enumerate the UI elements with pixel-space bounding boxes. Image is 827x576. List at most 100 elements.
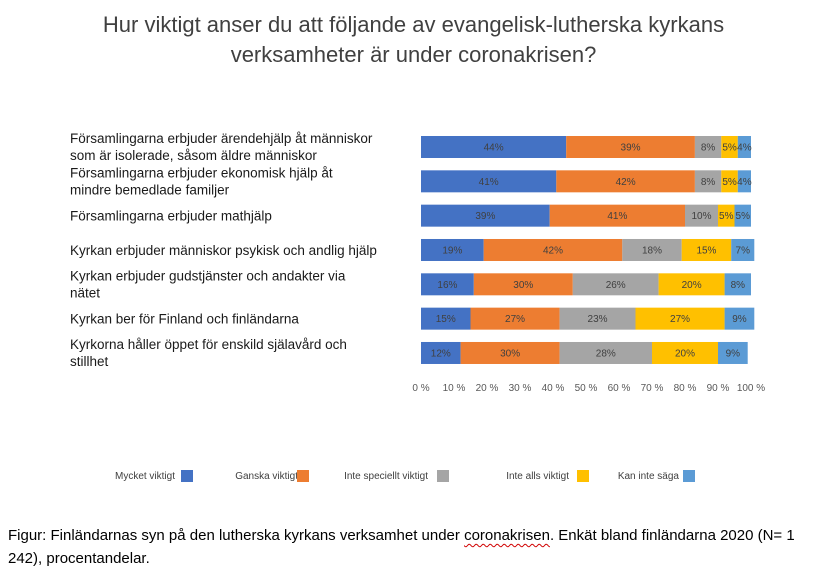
bar-segment (421, 204, 550, 227)
data-label: 42% (543, 245, 563, 256)
data-label: 5% (736, 211, 751, 222)
data-label: 20% (682, 280, 702, 291)
legend-swatch (181, 470, 193, 482)
legend-label: Kan inte säga (618, 471, 680, 482)
x-tick-label: 80 % (674, 383, 697, 394)
bars: 44% 39% 8% 5% 4%41% 42% 8% 5% 4%39% 41% 10% 5% 5%19%… (421, 136, 755, 364)
bar-segment (737, 136, 751, 158)
category-label: Församlingarna erbjuder mathjälp (70, 209, 272, 224)
bar-segment (658, 273, 725, 296)
legend-swatch (577, 470, 589, 482)
data-label: 4% (737, 177, 752, 188)
data-label: 5% (719, 211, 734, 222)
data-label: 30% (513, 280, 533, 291)
data-label: 5% (722, 143, 737, 154)
data-label: 18% (642, 245, 662, 256)
category-label-line: som är isolerade, såsom äldre människor (70, 148, 317, 163)
x-tick-label: 40 % (542, 383, 565, 394)
legend-swatch (297, 470, 309, 482)
data-label: 5% (722, 177, 737, 188)
data-label: 9% (726, 348, 741, 359)
category-label-line: mindre bemedlade familjer (70, 182, 230, 197)
data-label: 8% (701, 177, 716, 188)
category-label-line: Församlingarna erbjuder ekonomisk hjälp … (70, 165, 333, 180)
bar-segment (421, 273, 474, 296)
data-label: 19% (442, 245, 462, 256)
category-label: Kyrkan ber för Finland och finländarna (70, 312, 299, 327)
bar-segment (566, 136, 695, 158)
data-label: 30% (500, 348, 520, 359)
legend-label: Mycket viktigt (115, 471, 175, 482)
x-axis-ticks: 0 % 10 % 20 % 30 % 40 % 50 % 60 % 70 % 80 % 90 % 1… (412, 383, 765, 394)
category-label-line: Kyrkan erbjuder människor psykisk och an… (70, 243, 377, 258)
data-label: 15% (696, 245, 716, 256)
data-label: 41% (479, 177, 499, 188)
chart-title: Hur viktigt anser du att följande av eva… (0, 10, 827, 70)
data-label: 9% (732, 314, 747, 325)
bar-segment (483, 238, 623, 261)
bar-segment (622, 238, 682, 261)
legend-swatch (437, 470, 449, 482)
data-label: 44% (484, 143, 504, 154)
x-tick-label: 100 % (737, 383, 765, 394)
legend-swatch (683, 470, 695, 482)
category-labels: Församlingarna erbjuder ärendehjälp åt m… (70, 131, 377, 369)
data-label: 8% (731, 280, 746, 291)
data-label: 10% (691, 211, 711, 222)
bar-segment (652, 341, 718, 364)
bar-segment (421, 341, 461, 364)
data-label: 39% (475, 211, 495, 222)
category-label: Kyrkan erbjuder människor psykisk och an… (70, 243, 377, 258)
bar-segment (421, 136, 567, 158)
bar-segment (549, 204, 685, 227)
chart-title-line: verksamheter är under coronakrisen? (230, 42, 597, 67)
x-tick-label: 20 % (476, 383, 499, 394)
caption-underlined-word: coronakrisen (464, 527, 550, 544)
bar-segment (473, 273, 573, 296)
x-tick-label: 90 % (707, 383, 730, 394)
data-label: 4% (737, 143, 752, 154)
bar-segment (421, 307, 471, 330)
legend-label: Ganska viktigt (235, 471, 298, 482)
x-tick-label: 30 % (509, 383, 532, 394)
category-label-line: Kyrkan ber för Finland och finländarna (70, 312, 299, 327)
bar-segment (572, 273, 659, 296)
legend-label: Inte speciellt viktigt (344, 471, 428, 482)
bar-segment (724, 273, 751, 296)
category-label-line: Församlingarna erbjuder ärendehjälp åt m… (70, 131, 373, 146)
bar-segment (694, 170, 722, 193)
bar-segment (635, 307, 725, 330)
bar-segment (718, 341, 748, 364)
bar-segment (718, 204, 735, 227)
bar-segment (421, 170, 557, 193)
x-tick-label: 60 % (608, 383, 631, 394)
stacked-bar-chart: Församlingarna erbjuder ärendehjälp åt m… (70, 131, 765, 482)
data-label: 23% (588, 314, 608, 325)
bar-segment (559, 341, 652, 364)
bar-segment (731, 238, 755, 261)
legend: Mycket viktigt Ganska viktigt Inte speciel… (115, 470, 695, 482)
data-label: 8% (701, 143, 716, 154)
category-label: Församlingarna erbjuder ärendehjälp åt m… (70, 131, 373, 163)
caption-text-start: Figur: Finländarnas syn på den lutherska… (8, 527, 465, 544)
figure-caption: Figur: Finländarnas syn på den lutherska… (8, 524, 808, 570)
category-label-line: Församlingarna erbjuder mathjälp (70, 209, 272, 224)
data-label: 41% (607, 211, 627, 222)
bar-segment (721, 170, 738, 193)
x-tick-label: 50 % (575, 383, 598, 394)
category-label-line: nätet (70, 285, 100, 300)
category-label-line: Kyrkan erbjuder gudstjänster och andakte… (70, 268, 346, 283)
category-label-line: Kyrkorna håller öppet för enskild själav… (70, 337, 347, 352)
data-label: 7% (736, 245, 751, 256)
category-label: Församlingarna erbjuder ekonomisk hjälp … (70, 165, 333, 197)
data-label: 28% (596, 348, 616, 359)
data-label: 15% (436, 314, 456, 325)
bar-segment (694, 136, 722, 158)
bar-segment (737, 170, 751, 193)
caption-text-end: . Enkät bland finländarna 2020 (N= 1 242… (8, 527, 795, 567)
data-label: 16% (437, 280, 457, 291)
legend-label: Inte alls viktigt (506, 471, 569, 482)
bar-segment (556, 170, 695, 193)
bar-segment (721, 136, 738, 158)
data-label: 26% (606, 280, 626, 291)
